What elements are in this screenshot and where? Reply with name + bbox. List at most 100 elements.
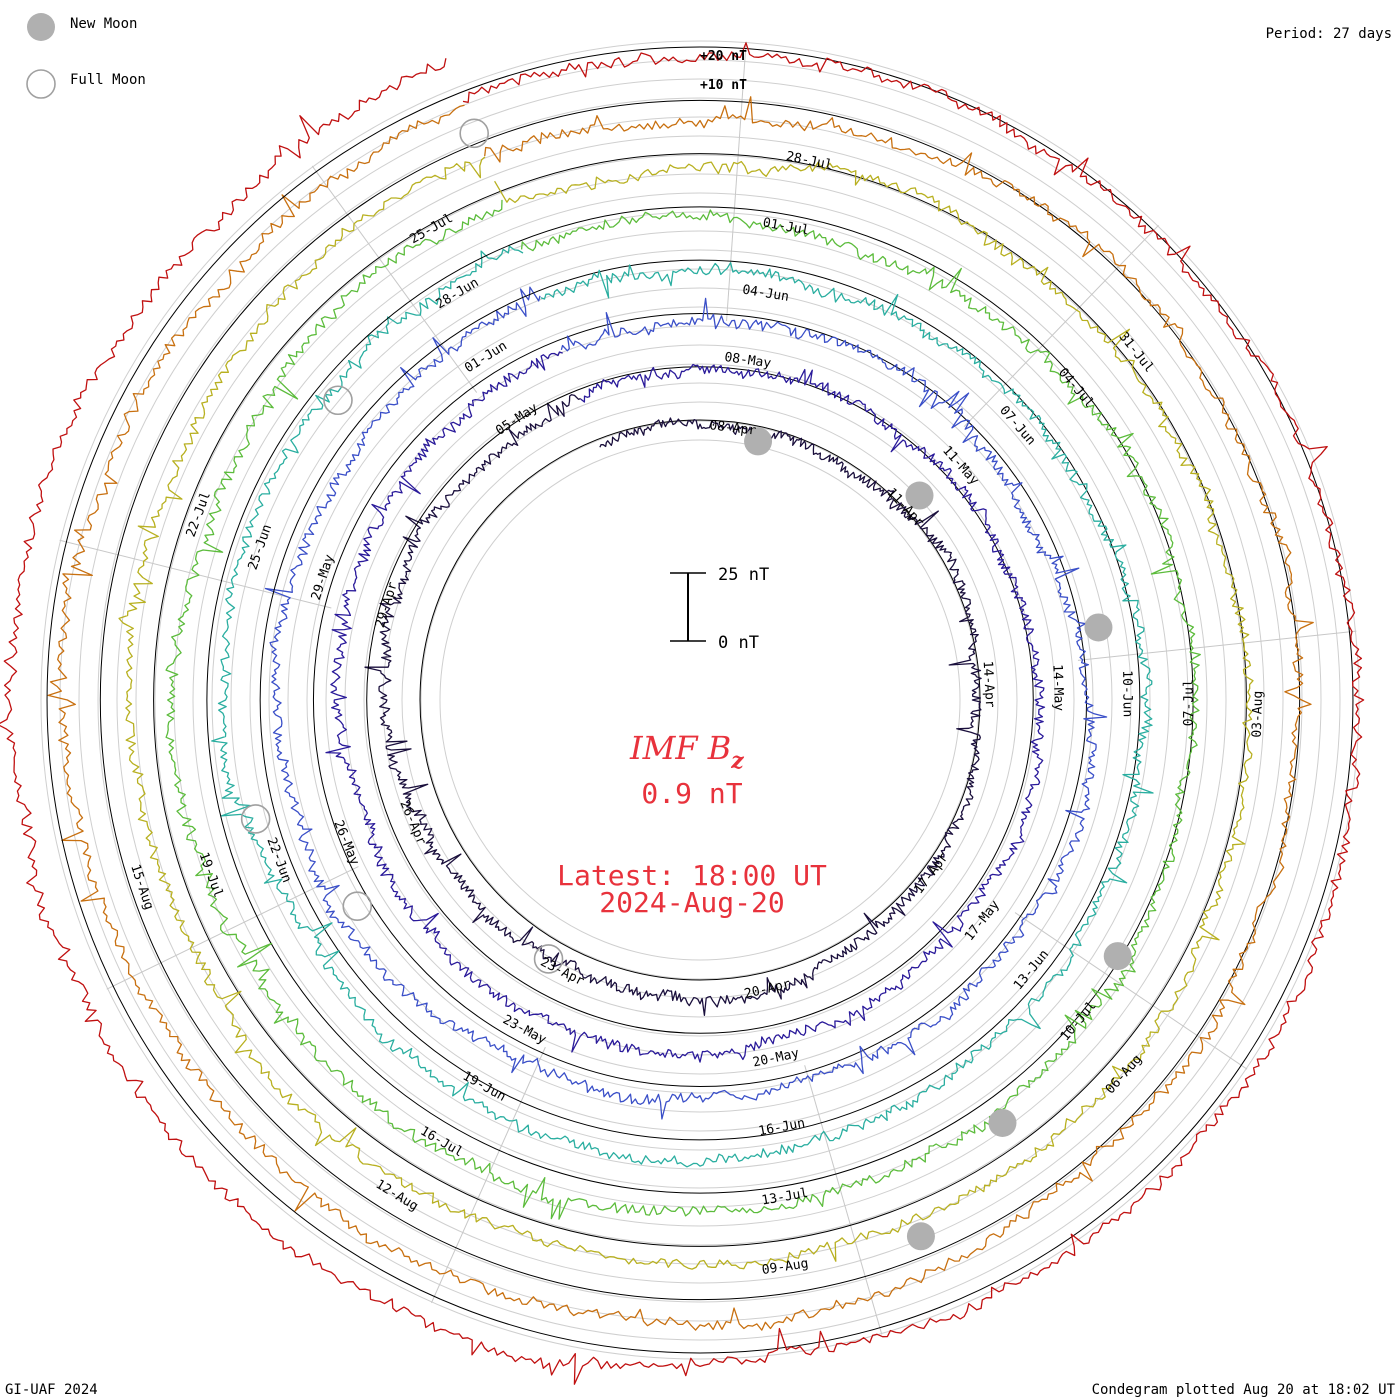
new-moon-icon: [27, 13, 55, 41]
trace-cycle-3: [264, 286, 1108, 1120]
grid-ring: [439, 439, 961, 961]
grid-ring: [40, 40, 1360, 1360]
baseline-ring: [259, 259, 1141, 1141]
grid-spoke: [804, 1065, 883, 1335]
grid-ring: [116, 116, 1284, 1284]
grid-spokes: [59, 41, 1357, 1335]
date-label: 08-Apr: [709, 418, 758, 439]
date-label: 06-Aug: [1103, 1052, 1145, 1097]
chart-title: IMF Bz: [629, 729, 744, 774]
grid-ring: [59, 59, 1341, 1341]
date-label: 15-Aug: [127, 863, 156, 912]
grid-ring: [268, 268, 1132, 1132]
baseline-ring: [312, 312, 1088, 1088]
baseline-ring: [153, 153, 1247, 1247]
grid-ring: [344, 344, 1056, 1056]
new-moon-marker: [1103, 942, 1132, 971]
footer-credit: GI-UAF 2024: [5, 1382, 98, 1398]
grid-ring: [420, 420, 980, 980]
chart-title-sub: z: [730, 748, 744, 774]
scale-bottom-label: 0 nT: [718, 633, 759, 653]
grid-spoke: [311, 165, 478, 393]
grid-ring: [211, 211, 1189, 1189]
baseline-ring: [99, 99, 1301, 1301]
date-label: 04-Jul: [1055, 365, 1097, 411]
grid-spoke: [726, 41, 747, 321]
latest-date: 2024-Aug-20: [599, 886, 784, 919]
footer-plotted: Condegram plotted Aug 20 at 18:02 UT: [1092, 1382, 1396, 1398]
new-moon-marker: [906, 1222, 935, 1251]
new-moon-marker: [744, 427, 773, 456]
date-label: 14-May: [1049, 664, 1066, 712]
grid-ring: [249, 249, 1151, 1151]
date-label: 26-Apr: [396, 798, 428, 847]
scale-top-label: 25 nT: [718, 565, 769, 585]
date-label: 28-Jul: [785, 149, 834, 173]
trace-cycle-7: [47, 96, 1314, 1331]
baseline-ring: [46, 46, 1354, 1354]
date-label: 11-May: [939, 443, 982, 488]
date-label: 26-May: [330, 818, 362, 867]
current-value: 0.9 nT: [641, 777, 742, 810]
date-label: 09-Aug: [761, 1256, 810, 1278]
baseline-ring: [206, 206, 1194, 1194]
full-moon-marker: [342, 891, 373, 922]
trace-cycle-8: [0, 42, 1365, 1385]
trace-cycle-6: [118, 156, 1254, 1270]
date-label: 10-Jun: [1119, 670, 1135, 717]
date-label: 07-Jul: [1181, 679, 1196, 726]
trace-cycle-2: [325, 351, 1046, 1063]
full-moon-marker: [323, 385, 353, 416]
date-label: 04-Jun: [741, 282, 790, 304]
data-traces: [0, 42, 1365, 1385]
moon-markers: [240, 118, 1132, 1251]
date-label: 01-Jul: [762, 215, 811, 238]
full-moon-icon: [26, 69, 56, 99]
date-label: 17-May: [962, 898, 1003, 944]
grid-ring: [230, 230, 1170, 1170]
full-moon-label: Full Moon: [70, 72, 146, 88]
date-label: 03-Aug: [1250, 691, 1266, 738]
grid-ring: [173, 173, 1227, 1227]
grid-ring: [363, 363, 1037, 1037]
new-moon-marker: [905, 481, 934, 510]
grid-ring: [287, 287, 1113, 1113]
grid-ring: [325, 325, 1075, 1075]
full-moon-marker: [533, 944, 564, 974]
full-moon-marker: [240, 804, 271, 834]
baseline-ring: [419, 419, 981, 981]
new-moon-marker: [988, 1108, 1017, 1137]
trace-cycle-4: [211, 245, 1154, 1168]
grid-ring: [306, 306, 1094, 1094]
date-label: 08-May: [723, 350, 772, 371]
grid-ring: [78, 78, 1322, 1322]
trace-cycle-5: [165, 199, 1201, 1220]
full-moon-marker: [459, 118, 489, 149]
grid-ring: [382, 382, 1018, 1018]
chart-title-main: IMF B: [629, 729, 731, 767]
grid-ring: [154, 154, 1246, 1246]
latest-time: Latest: 18:00 UT: [557, 859, 827, 892]
grid-ring: [135, 135, 1265, 1265]
grid-ring: [401, 401, 999, 999]
date-label: 13-Jul: [760, 1186, 809, 1209]
scale-bar: 25 nT 0 nT: [670, 565, 769, 653]
grid-spoke: [963, 224, 1159, 428]
date-label: 12-Aug: [373, 1177, 421, 1214]
date-label: 14-Apr: [980, 660, 998, 708]
period-label: Period: 27 days: [1266, 26, 1392, 42]
date-label: 16-Jun: [757, 1116, 806, 1140]
grid-spoke: [1014, 912, 1248, 1070]
new-moon-marker: [1084, 613, 1113, 642]
date-label: 22-Jun: [263, 836, 294, 885]
grid-spoke: [1077, 630, 1357, 661]
grid-spoke: [430, 1046, 546, 1304]
new-moon-label: New Moon: [70, 16, 137, 32]
trace-cycle-1: [364, 394, 982, 1016]
ring-label-10: +10 nT: [700, 78, 747, 93]
baseline-ring: [366, 366, 1034, 1034]
ring-label-20: +20 nT: [700, 49, 747, 64]
grid-ring: [192, 192, 1208, 1208]
date-label: 29-Apr: [373, 580, 401, 629]
